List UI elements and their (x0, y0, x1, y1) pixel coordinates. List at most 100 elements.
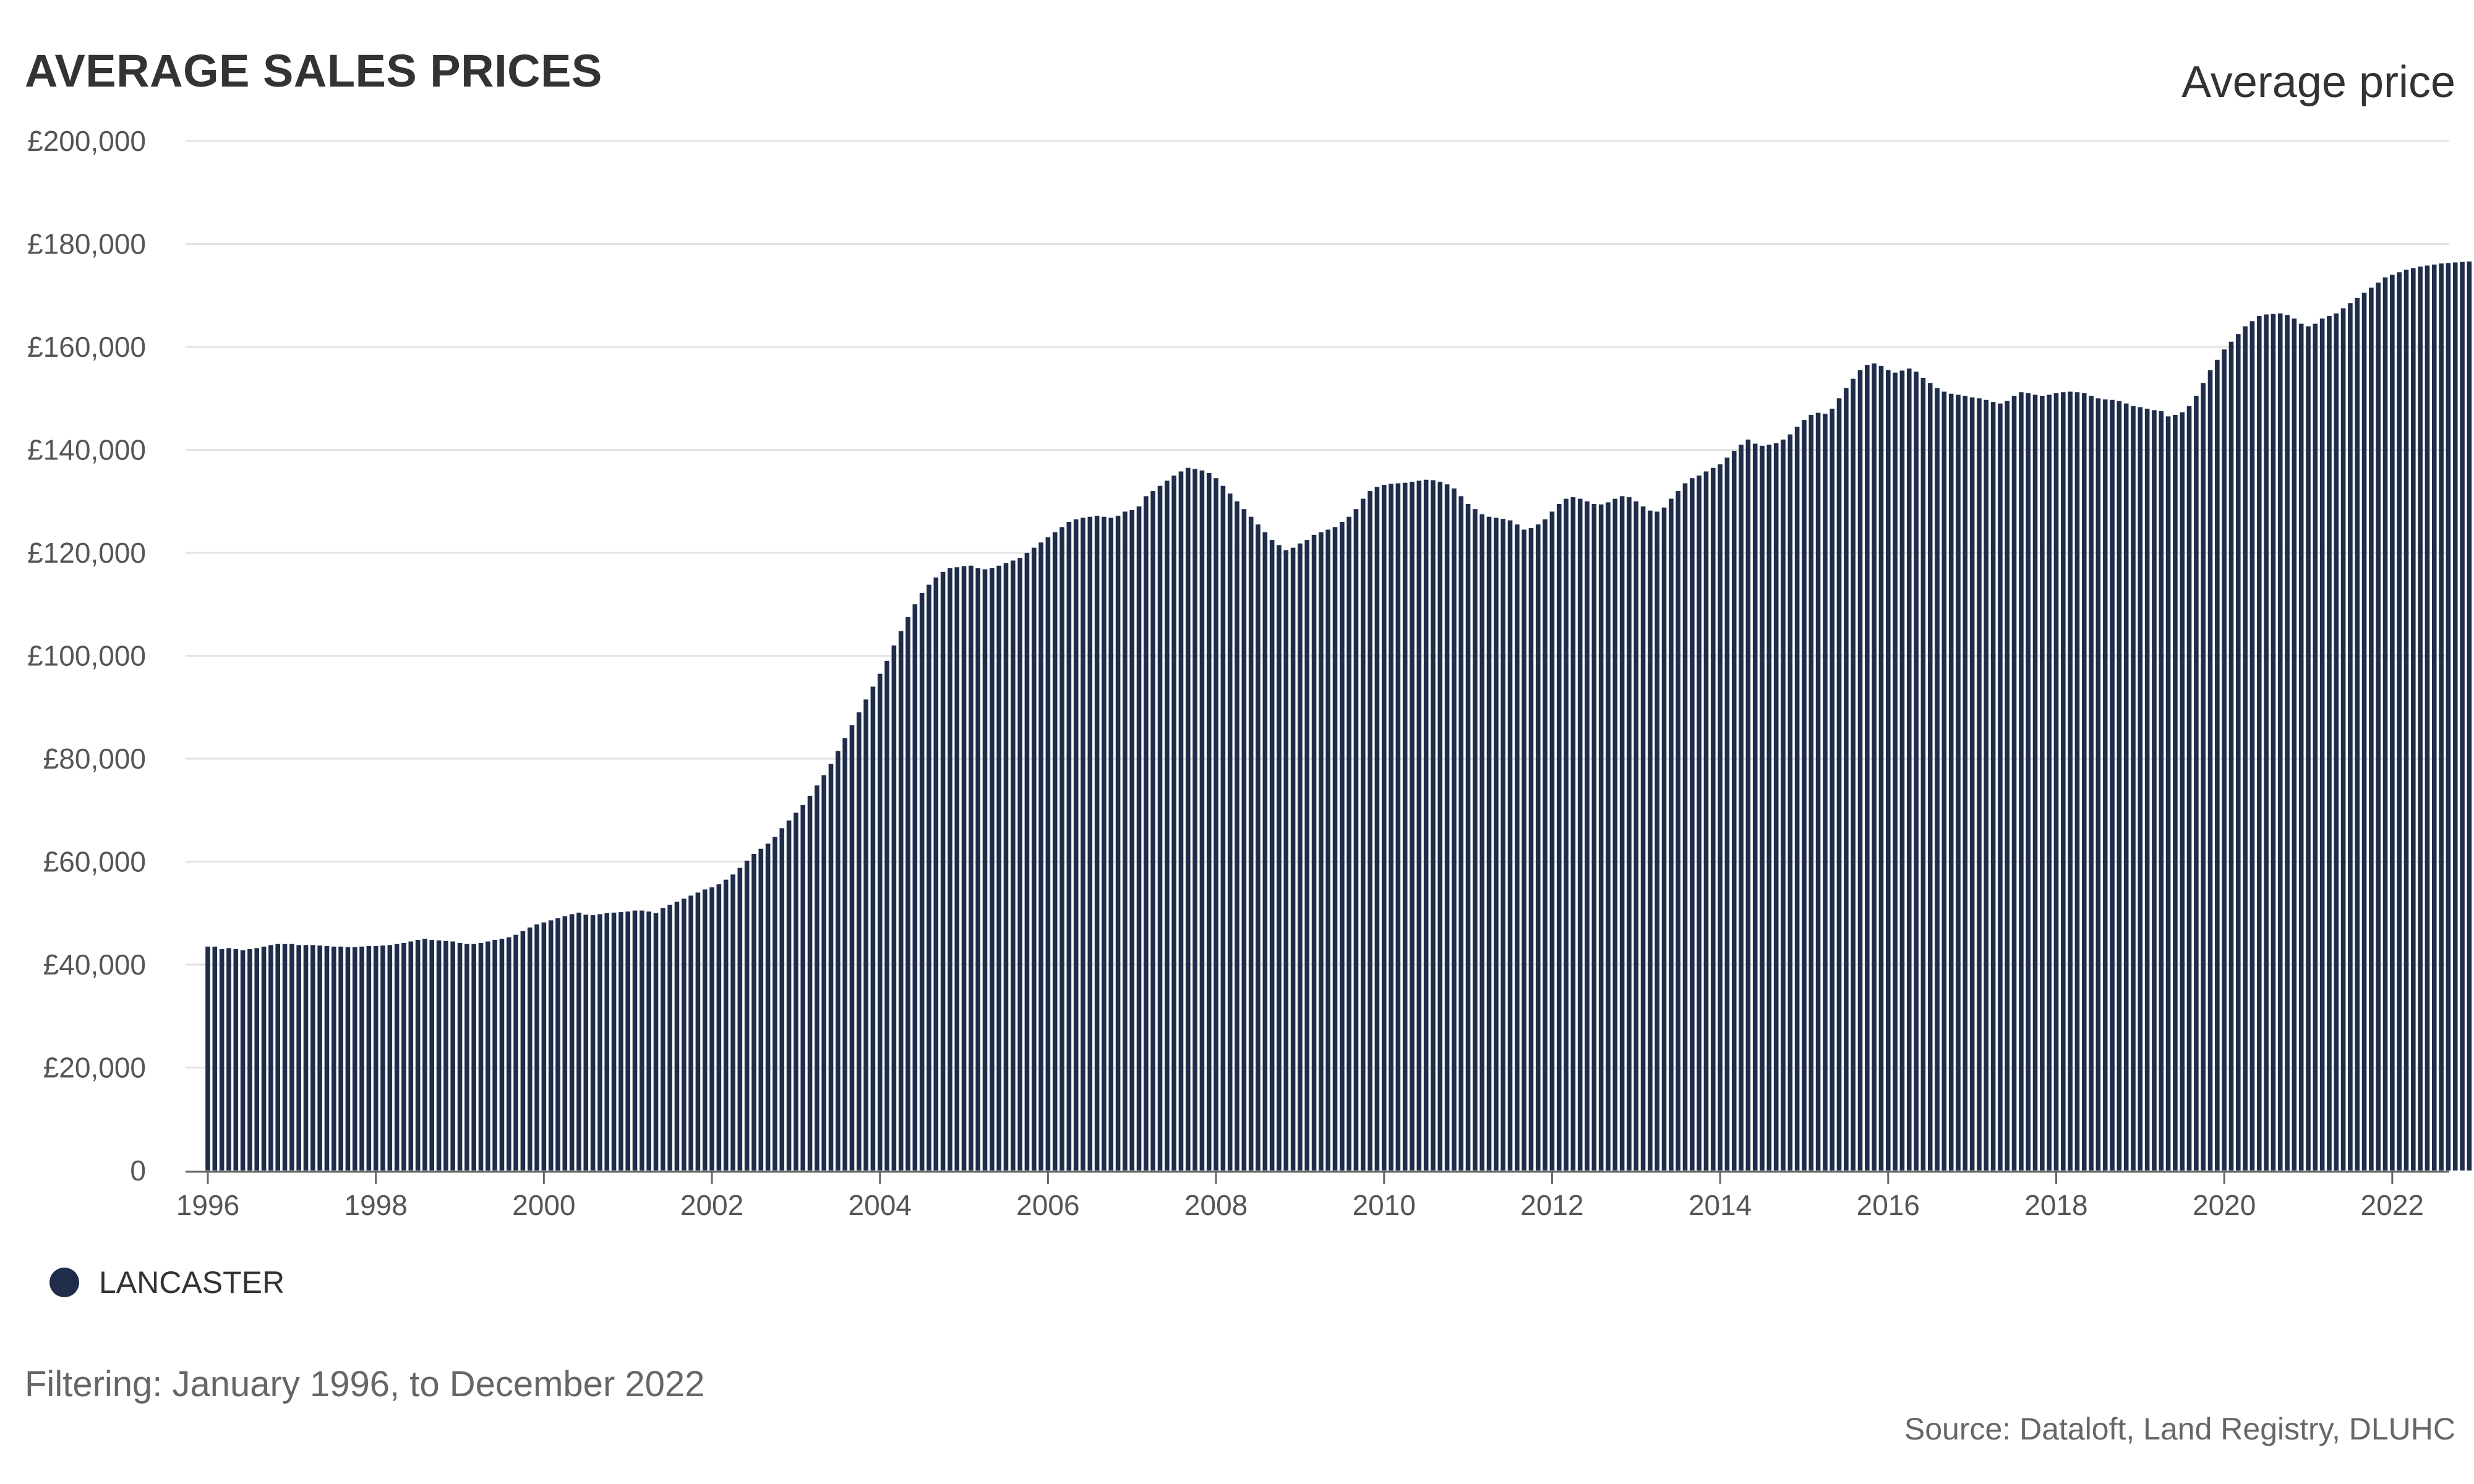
bar[interactable] (1690, 478, 1695, 1171)
bar[interactable] (1851, 378, 1856, 1171)
bar[interactable] (2159, 411, 2164, 1171)
bar[interactable] (2256, 316, 2262, 1171)
bar[interactable] (744, 860, 750, 1171)
bar[interactable] (1787, 434, 1793, 1171)
bar[interactable] (1878, 365, 1884, 1171)
bar[interactable] (1577, 498, 1583, 1171)
bar[interactable] (1144, 496, 1149, 1171)
bar[interactable] (1500, 519, 1505, 1171)
bar[interactable] (1865, 365, 1870, 1171)
bar[interactable] (2460, 262, 2465, 1171)
bar[interactable] (2452, 262, 2458, 1171)
bar[interactable] (640, 910, 644, 1171)
bar[interactable] (2397, 272, 2402, 1171)
bar[interactable] (1479, 514, 1485, 1171)
bar[interactable] (2411, 268, 2416, 1171)
bar[interactable] (1277, 545, 1282, 1171)
bar[interactable] (597, 914, 602, 1171)
bar[interactable] (1150, 491, 1155, 1171)
bar[interactable] (1640, 506, 1646, 1171)
bar[interactable] (765, 843, 771, 1171)
bar[interactable] (352, 947, 357, 1171)
bar[interactable] (1066, 522, 1072, 1171)
bar[interactable] (1256, 524, 1261, 1171)
bar[interactable] (1941, 391, 1947, 1171)
bar[interactable] (1227, 493, 1233, 1171)
bar[interactable] (486, 941, 490, 1171)
bar[interactable] (975, 568, 980, 1171)
bar[interactable] (1311, 534, 1317, 1171)
bar[interactable] (1325, 529, 1330, 1171)
bar[interactable] (961, 566, 967, 1171)
bar[interactable] (1304, 540, 1310, 1171)
bar[interactable] (1507, 520, 1513, 1171)
bar[interactable] (632, 910, 638, 1171)
bar[interactable] (1038, 542, 1043, 1171)
bar[interactable] (1465, 503, 1471, 1171)
bar[interactable] (1984, 399, 1989, 1171)
bar[interactable] (625, 911, 630, 1171)
bar[interactable] (380, 945, 385, 1171)
bar[interactable] (807, 795, 813, 1171)
bar[interactable] (661, 908, 666, 1171)
bar[interactable] (310, 945, 315, 1171)
bar[interactable] (233, 949, 239, 1171)
bar[interactable] (2165, 416, 2171, 1171)
bar[interactable] (1024, 553, 1030, 1171)
bar[interactable] (709, 887, 714, 1171)
bar[interactable] (338, 946, 343, 1171)
bar[interactable] (1661, 507, 1667, 1171)
bar[interactable] (940, 571, 946, 1171)
bar[interactable] (863, 699, 868, 1171)
bar[interactable] (2390, 275, 2395, 1171)
bar[interactable] (1262, 532, 1268, 1171)
bar[interactable] (1697, 475, 1701, 1171)
bar[interactable] (653, 913, 659, 1171)
bar[interactable] (1081, 518, 1085, 1171)
bar[interactable] (282, 944, 288, 1171)
bar[interactable] (401, 943, 406, 1171)
bar[interactable] (969, 565, 974, 1171)
bar[interactable] (1570, 497, 1576, 1171)
bar[interactable] (331, 946, 336, 1171)
bar[interactable] (296, 945, 301, 1171)
bar[interactable] (815, 785, 820, 1171)
bar[interactable] (2040, 396, 2045, 1171)
bar[interactable] (2173, 414, 2178, 1171)
bar[interactable] (478, 943, 484, 1171)
bar[interactable] (513, 934, 518, 1171)
bar[interactable] (205, 946, 210, 1171)
bar[interactable] (1452, 488, 1457, 1171)
bar[interactable] (1682, 483, 1688, 1171)
bar[interactable] (2081, 393, 2087, 1171)
bar[interactable] (1739, 445, 1744, 1171)
bar[interactable] (324, 946, 330, 1171)
bar[interactable] (1956, 394, 1961, 1171)
bar[interactable] (2361, 292, 2367, 1171)
bar[interactable] (1522, 529, 1526, 1171)
bar[interactable] (2439, 263, 2444, 1171)
bar[interactable] (898, 631, 904, 1171)
bar[interactable] (1711, 467, 1716, 1171)
bar[interactable] (1192, 469, 1197, 1171)
bar[interactable] (919, 592, 925, 1171)
bar[interactable] (2110, 399, 2115, 1171)
bar[interactable] (1844, 388, 1849, 1171)
bar[interactable] (527, 927, 533, 1171)
bar[interactable] (1346, 516, 1351, 1171)
bar[interactable] (758, 848, 764, 1171)
bar[interactable] (2425, 265, 2430, 1171)
bar[interactable] (948, 568, 952, 1171)
bar[interactable] (1556, 503, 1562, 1171)
bar[interactable] (1969, 397, 1975, 1171)
bar[interactable] (2144, 408, 2150, 1171)
bar[interactable] (996, 565, 1001, 1171)
bar[interactable] (1353, 509, 1359, 1171)
bar[interactable] (548, 920, 554, 1171)
bar[interactable] (646, 911, 651, 1171)
bar[interactable] (408, 941, 414, 1171)
bar[interactable] (492, 940, 497, 1171)
bar[interactable] (1766, 445, 1772, 1171)
bar[interactable] (695, 892, 701, 1171)
bar[interactable] (1410, 482, 1415, 1171)
